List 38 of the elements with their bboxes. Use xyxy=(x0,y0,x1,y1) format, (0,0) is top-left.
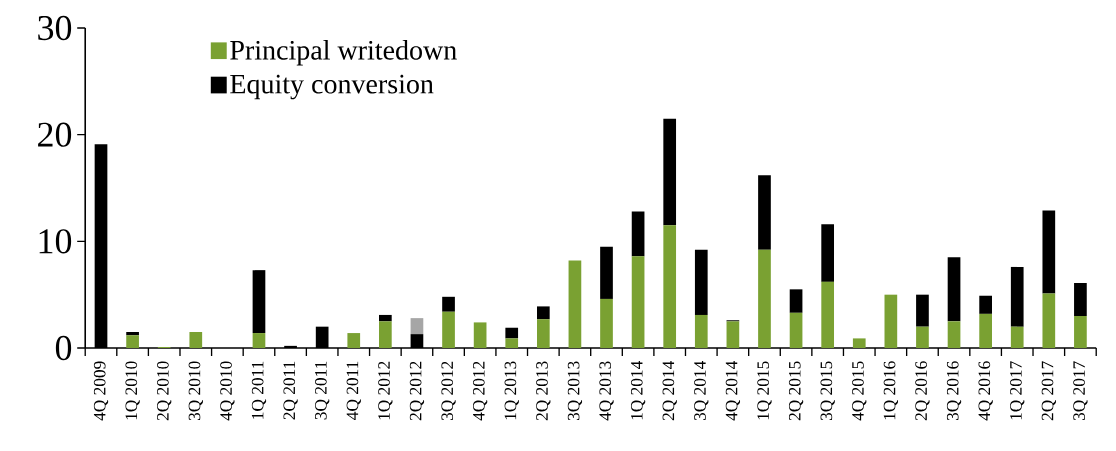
x-tick-label: 3Q 2016 xyxy=(946,361,962,421)
x-tick-label: 2Q 2014 xyxy=(662,360,677,421)
x-tick-label: 1Q 2012 xyxy=(378,361,393,420)
x-tick-label: 2Q 2017 xyxy=(1041,361,1056,421)
x-tick-label: 4Q 2014 xyxy=(725,360,741,421)
x-tick-label: 1Q 2011 xyxy=(251,361,267,419)
x-tick-label: 2Q 2012 xyxy=(409,361,425,421)
x-tick-label: 2Q 2015 xyxy=(788,361,804,421)
x-tick-label: 4Q 2010 xyxy=(220,361,235,421)
y-tick-label: 0 xyxy=(55,335,72,361)
y-tick-label: 10 xyxy=(39,229,72,254)
x-tick-label: 4Q 2012 xyxy=(472,361,488,421)
y-tick-label: 20 xyxy=(38,122,72,147)
x-tick-label: 3Q 2012 xyxy=(441,361,456,421)
x-tick-label: 3Q 2010 xyxy=(188,361,203,421)
x-tick-label: 1Q 2017 xyxy=(1010,361,1025,420)
x-tick-label: 3Q 2017 xyxy=(1073,361,1088,421)
x-tick-label: 3Q 2011 xyxy=(315,361,330,420)
legend-label: Equity conversion xyxy=(230,74,434,100)
x-tick-label: 4Q 2016 xyxy=(978,361,993,421)
x-tick-label: 3Q 2013 xyxy=(567,361,583,421)
x-tick-label: 3Q 2014 xyxy=(694,360,709,421)
x-tick-label: 1Q 2015 xyxy=(757,361,772,420)
x-tick-label: 2Q 2011 xyxy=(283,361,298,420)
x-tick-label: 1Q 2013 xyxy=(504,361,519,420)
x-tick-label: 4Q 2009 xyxy=(93,361,109,421)
x-tick-label: 4Q 2013 xyxy=(599,361,614,421)
legend-label: Principal writedown xyxy=(230,40,457,66)
x-tick-label: 4Q 2015 xyxy=(852,361,867,421)
x-tick-label: 2Q 2010 xyxy=(157,361,172,421)
x-tick-label: 1Q 2010 xyxy=(125,361,140,420)
x-tick-label: 1Q 2016 xyxy=(883,361,899,420)
x-tick-label: 4Q 2011 xyxy=(346,361,361,420)
x-tick-label: 2Q 2013 xyxy=(536,361,551,421)
y-tick-label: 30 xyxy=(38,15,72,41)
x-tick-label: 3Q 2015 xyxy=(820,361,835,421)
x-tick-label: 1Q 2014 xyxy=(630,360,646,420)
x-tick-label: 2Q 2016 xyxy=(915,361,930,421)
